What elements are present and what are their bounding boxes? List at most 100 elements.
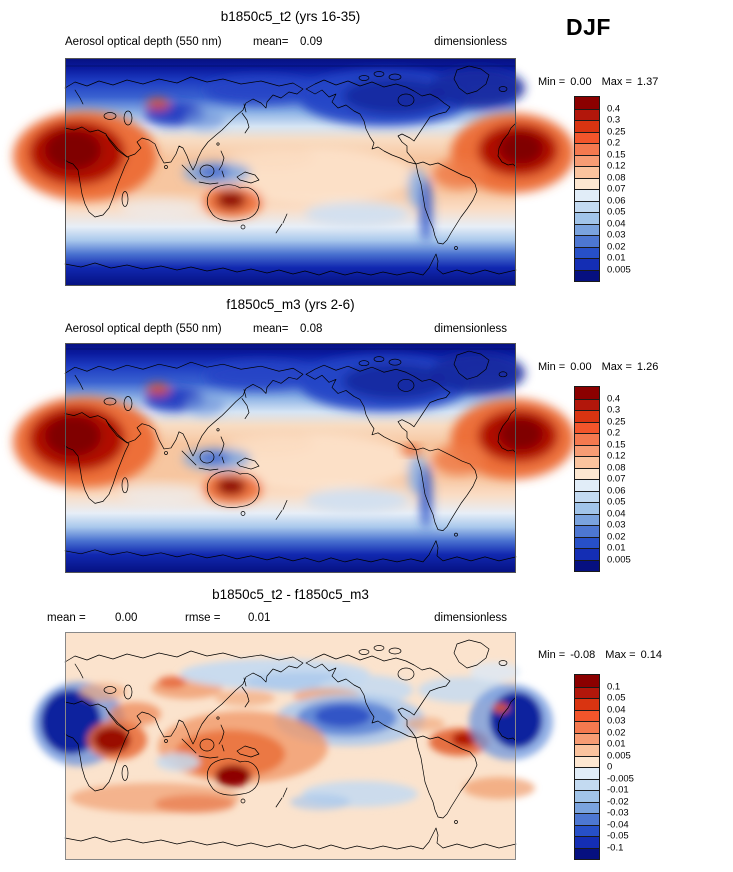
season-label: DJF xyxy=(566,14,611,40)
colorbar-segment xyxy=(575,235,599,247)
colorbar-segment xyxy=(575,246,599,258)
colorbar-tick-label: 0.005 xyxy=(607,263,631,275)
colorbar-segment xyxy=(575,444,599,456)
colorbar-tick-label: -0.01 xyxy=(607,784,629,796)
colorbar-tick-label: 0.03 xyxy=(607,229,626,241)
colorbar-tick-label: 0.2 xyxy=(607,137,621,149)
mean-value: 0.09 xyxy=(300,36,323,48)
colorbar-tick-label: -0.04 xyxy=(607,818,629,830)
world-map-f1850c5-m3 xyxy=(65,343,516,573)
colorbar-aod-2: 0.4 0.3 0.25 0.2 0.15 0.12 0.08 0.07 0.06 0.05 0.0… xyxy=(574,386,631,572)
colorbar-segment xyxy=(575,847,599,859)
colorbar-tick-label: 0.4 xyxy=(607,102,621,114)
colorbar-segment xyxy=(575,177,599,189)
colorbar-segment xyxy=(575,223,599,235)
colorbar-tick-label: -0.05 xyxy=(607,830,629,842)
minmax-row: Min = -0.08 Max = 0.14 xyxy=(538,649,662,661)
colorbar-segment xyxy=(575,154,599,166)
colorbar-segment xyxy=(575,166,599,178)
colorbar-segment xyxy=(575,120,599,132)
colorbar-tick-label: 0.12 xyxy=(607,450,626,462)
colorbar-tick-label: 0.02 xyxy=(607,726,626,738)
colorbar-tick-label: -0.1 xyxy=(607,841,624,853)
colorbar-segment xyxy=(575,410,599,422)
colorbar-tick-label: 0.1 xyxy=(607,680,621,692)
colorbar-segment xyxy=(575,525,599,537)
world-map-difference xyxy=(33,632,553,860)
map-frame xyxy=(65,58,516,286)
panel-title: b1850c5_t2 (yrs 16-35) xyxy=(220,9,361,24)
colorbar-tick-label: 0.2 xyxy=(607,427,621,439)
colorbar-tick-label: 0.08 xyxy=(607,461,626,473)
colorbar-tick-label: 0.02 xyxy=(607,240,626,252)
colorbar-segment xyxy=(575,456,599,468)
units-label: dimensionless xyxy=(434,323,507,335)
colorbar-segment xyxy=(575,269,599,281)
colorbar-tick-label: 0.15 xyxy=(607,148,626,160)
colorbar-segment xyxy=(575,744,599,756)
colorbar-segment xyxy=(575,755,599,767)
colorbar-tick-label: 0.04 xyxy=(607,507,626,519)
colorbar-tick-label: 0 xyxy=(607,761,613,773)
max-value: 1.26 xyxy=(636,361,659,373)
colorbar-segment xyxy=(575,778,599,790)
colorbar-segment xyxy=(575,709,599,721)
colorbar-segment xyxy=(575,398,599,410)
colorbar-tick-label: 0.07 xyxy=(607,183,626,195)
colorbar-tick-label: -0.02 xyxy=(607,795,629,807)
min-label: Min = xyxy=(538,361,566,373)
colorbar-segment xyxy=(575,801,599,813)
colorbar-tick-label: 0.15 xyxy=(607,438,626,450)
colorbar-segment xyxy=(575,108,599,120)
colorbar-tick-label: 0.04 xyxy=(607,217,626,229)
colorbar-tick-label: 0.07 xyxy=(607,473,626,485)
colorbar-tick-label: 0.25 xyxy=(607,415,626,427)
mean-label: mean= xyxy=(253,323,289,335)
colorbar-segment xyxy=(575,212,599,224)
max-value: 1.37 xyxy=(636,76,659,88)
colorbar-tick-label: 0.005 xyxy=(607,553,631,565)
max-label: Max = xyxy=(605,649,636,661)
map-frame xyxy=(65,632,516,860)
colorbar-tick-label: 0.03 xyxy=(607,715,626,727)
variable-label: Aerosol optical depth (550 nm) xyxy=(65,36,222,48)
colorbar-segment xyxy=(575,387,599,399)
mean-label: mean= xyxy=(253,36,289,48)
colorbar-segment xyxy=(575,767,599,779)
colorbar-tick-label: 0.3 xyxy=(607,404,621,416)
minmax-row: Min = 0.00 Max = 1.26 xyxy=(538,361,658,373)
colorbar-segment xyxy=(575,189,599,201)
panel-title: b1850c5_t2 - f1850c5_m3 xyxy=(212,587,369,602)
min-label: Min = xyxy=(538,76,566,88)
colorbar-segment xyxy=(575,467,599,479)
rmse-value: 0.01 xyxy=(248,612,271,624)
minmax-row: Min = 0.00 Max = 1.37 xyxy=(538,76,658,88)
colorbar-segment xyxy=(575,421,599,433)
max-label: Max = xyxy=(601,76,632,88)
colorbar-tick-label: 0.3 xyxy=(607,114,621,126)
colorbar-segment xyxy=(575,433,599,445)
colorbar-tick-label: 0.05 xyxy=(607,496,626,508)
max-label: Max = xyxy=(601,361,632,373)
colorbar-segment xyxy=(575,97,599,109)
colorbar-tick-label: 0.05 xyxy=(607,692,626,704)
mean-value: 0.00 xyxy=(115,612,138,624)
colorbar-segment xyxy=(575,513,599,525)
colorbar-tick-label: 0.05 xyxy=(607,206,626,218)
min-value: 0.00 xyxy=(570,76,592,88)
colorbar-tick-label: 0.12 xyxy=(607,160,626,172)
colorbar-segment xyxy=(575,686,599,698)
colorbar-segment xyxy=(575,836,599,848)
min-label: Min = xyxy=(538,649,566,661)
colorbar-segment xyxy=(575,502,599,514)
colorbar-difference: 0.1 0.05 0.04 0.03 0.02 0.01 0.005 0 -0.005 -0.01… xyxy=(574,674,634,860)
colorbar-tick-label: 0.08 xyxy=(607,171,626,183)
colorbar-segment xyxy=(575,200,599,212)
units-label: dimensionless xyxy=(434,36,507,48)
min-value: -0.08 xyxy=(570,649,596,661)
colorbar-tick-label: 0.01 xyxy=(607,542,626,554)
colorbar-segment xyxy=(575,698,599,710)
world-map-b1850c5-t2 xyxy=(13,58,575,286)
colorbar-tick-label: 0.02 xyxy=(607,530,626,542)
